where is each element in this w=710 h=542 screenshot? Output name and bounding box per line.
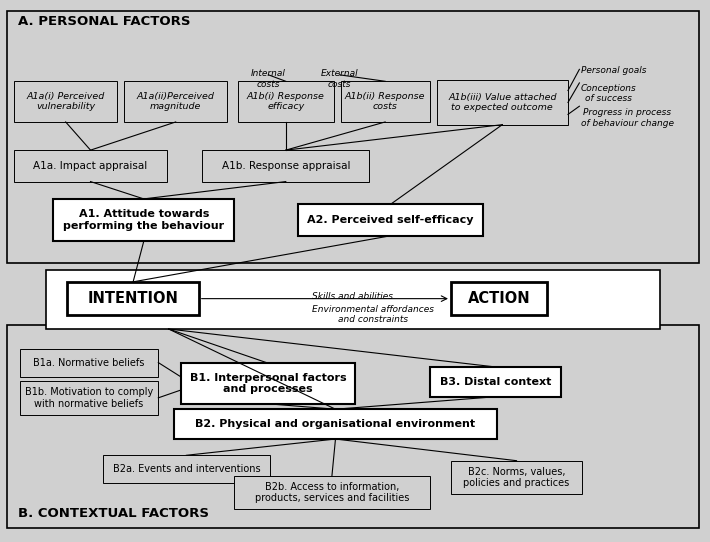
Text: A1b(iii) Value attached
to expected outcome: A1b(iii) Value attached to expected outc… — [448, 93, 557, 112]
Text: Skills and abilities: Skills and abilities — [312, 292, 393, 301]
Text: B2c. Norms, values,
policies and practices: B2c. Norms, values, policies and practic… — [464, 467, 569, 488]
FancyBboxPatch shape — [174, 409, 497, 439]
Text: B2a. Events and interventions: B2a. Events and interventions — [113, 464, 260, 474]
FancyBboxPatch shape — [103, 455, 270, 483]
FancyBboxPatch shape — [437, 80, 568, 125]
FancyBboxPatch shape — [46, 270, 660, 329]
FancyBboxPatch shape — [341, 81, 430, 122]
Text: INTENTION: INTENTION — [88, 291, 178, 306]
Text: A1. Attitude towards
performing the behaviour: A1. Attitude towards performing the beha… — [63, 209, 224, 231]
FancyBboxPatch shape — [7, 11, 699, 263]
FancyBboxPatch shape — [67, 282, 199, 315]
Text: ACTION: ACTION — [467, 291, 530, 306]
Text: A1a(ii)Perceived
magnitude: A1a(ii)Perceived magnitude — [137, 92, 214, 111]
Text: A2. Perceived self-efficacy: A2. Perceived self-efficacy — [307, 215, 474, 225]
Text: B1a. Normative beliefs: B1a. Normative beliefs — [33, 358, 145, 367]
FancyBboxPatch shape — [451, 461, 582, 494]
Text: B2b. Access to information,
products, services and facilities: B2b. Access to information, products, se… — [255, 482, 409, 504]
Text: Progress in process
of behaviour change: Progress in process of behaviour change — [581, 108, 674, 128]
FancyBboxPatch shape — [234, 476, 430, 509]
FancyBboxPatch shape — [430, 367, 561, 397]
FancyBboxPatch shape — [53, 199, 234, 241]
Text: A1b(ii) Response
costs: A1b(ii) Response costs — [345, 92, 425, 111]
FancyBboxPatch shape — [202, 150, 369, 182]
FancyBboxPatch shape — [7, 325, 699, 528]
Text: Personal goals: Personal goals — [581, 66, 646, 75]
FancyBboxPatch shape — [20, 349, 158, 377]
FancyBboxPatch shape — [298, 204, 483, 236]
FancyBboxPatch shape — [14, 81, 117, 122]
Text: A1a(i) Perceived
vulnerability: A1a(i) Perceived vulnerability — [26, 92, 105, 111]
FancyBboxPatch shape — [181, 363, 355, 404]
Text: Environmental affordances
and constraints: Environmental affordances and constraint… — [312, 305, 435, 324]
Text: B. CONTEXTUAL FACTORS: B. CONTEXTUAL FACTORS — [18, 507, 209, 520]
Text: A1b(i) Response
efficacy: A1b(i) Response efficacy — [247, 92, 324, 111]
Text: Conceptions
of success: Conceptions of success — [581, 84, 637, 104]
FancyBboxPatch shape — [14, 150, 167, 182]
Text: B2. Physical and organisational environment: B2. Physical and organisational environm… — [195, 419, 476, 429]
Text: B1b. Motivation to comply
with normative beliefs: B1b. Motivation to comply with normative… — [25, 387, 153, 409]
Text: A. PERSONAL FACTORS: A. PERSONAL FACTORS — [18, 15, 190, 28]
FancyBboxPatch shape — [451, 282, 547, 315]
Text: External
costs: External costs — [321, 69, 358, 89]
Text: Internal
costs: Internal costs — [251, 69, 286, 89]
Text: B1. Interpersonal factors
and processes: B1. Interpersonal factors and processes — [190, 373, 346, 394]
Text: A1b. Response appraisal: A1b. Response appraisal — [222, 161, 350, 171]
FancyBboxPatch shape — [124, 81, 227, 122]
FancyBboxPatch shape — [238, 81, 334, 122]
Text: B3. Distal context: B3. Distal context — [439, 377, 551, 387]
Text: A1a. Impact appraisal: A1a. Impact appraisal — [33, 161, 148, 171]
FancyBboxPatch shape — [20, 381, 158, 415]
